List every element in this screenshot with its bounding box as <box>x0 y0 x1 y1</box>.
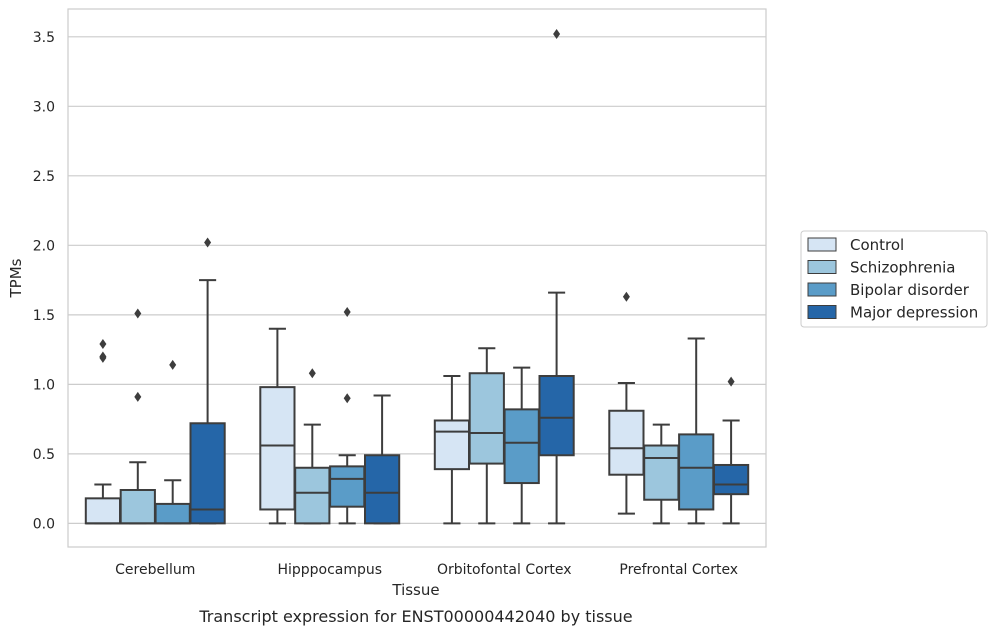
y-tick-label: 0.0 <box>33 516 55 532</box>
outlier-point <box>622 291 630 302</box>
legend-label: Major depression <box>850 304 978 322</box>
legend-swatch <box>807 260 837 274</box>
grid-lines <box>68 36 766 524</box>
box-schizophrenia <box>643 423 680 525</box>
y-tick-label: 1.5 <box>33 308 55 324</box>
box-bipolar-disorder <box>329 307 366 525</box>
box-major-depression <box>712 376 750 525</box>
legend-swatch <box>807 237 837 252</box>
box-iqr <box>433 419 471 471</box>
box-plots <box>84 29 750 525</box>
outlier-point <box>553 29 561 40</box>
y-tick-label: 1.0 <box>33 377 55 393</box>
outlier-point <box>99 339 107 350</box>
legend-swatch <box>807 305 837 319</box>
x-tick-label: Orbitofontal Cortex <box>437 562 572 578</box>
box-bipolar-disorder <box>678 337 715 525</box>
box-iqr <box>329 465 366 508</box>
box-iqr <box>643 444 680 501</box>
box-major-depression <box>189 237 226 525</box>
y-tick-label: 0.5 <box>33 447 55 463</box>
y-axis-label: TPMs <box>7 258 25 298</box>
outlier-point <box>308 368 316 379</box>
outlier-point <box>204 237 212 248</box>
y-tick-label: 3.0 <box>33 99 55 115</box>
y-tick-label: 3.5 <box>33 30 55 46</box>
y-tick-label: 2.0 <box>33 238 55 254</box>
box-bipolar-disorder <box>154 359 191 525</box>
box-iqr <box>154 502 191 525</box>
box-control <box>433 375 471 525</box>
box-control <box>84 339 122 525</box>
box-iqr <box>363 454 401 525</box>
outlier-point <box>727 376 735 387</box>
box-iqr <box>189 422 226 525</box>
y-tick-label: 2.5 <box>33 169 55 185</box>
box-iqr <box>294 466 331 525</box>
box-bipolar-disorder <box>503 366 540 525</box>
box-iqr <box>608 409 645 476</box>
box-control <box>608 291 645 515</box>
outlier-point <box>343 393 351 404</box>
box-iqr <box>503 408 540 485</box>
outlier-point <box>343 307 351 318</box>
box-control <box>259 327 296 525</box>
box-iqr <box>119 489 156 525</box>
chart-caption: Transcript expression for ENST0000044204… <box>198 607 632 626</box>
y-tick-labels: 0.0 0.5 1.0 1.5 2.0 2.5 3.0 3.5 <box>33 30 55 533</box>
box-major-depression <box>363 394 401 525</box>
outlier-point <box>134 391 142 402</box>
legend-label: Schizophrenia <box>850 259 955 277</box>
legend-swatch <box>807 282 837 297</box>
box-iqr <box>538 375 575 457</box>
outlier-point <box>134 308 142 319</box>
x-tick-labels: Cerebellum Hipppocampus Orbitofontal Corte… <box>115 562 738 578</box>
box-iqr <box>712 463 750 496</box>
box-iqr <box>468 372 505 465</box>
box-schizophrenia <box>119 308 156 525</box>
x-tick-label: Prefrontal Cortex <box>619 562 738 578</box>
outlier-point <box>99 351 107 362</box>
box-schizophrenia <box>468 347 505 525</box>
legend-frame <box>800 230 988 328</box>
box-iqr <box>259 386 296 511</box>
box-iqr <box>84 497 122 525</box>
box-schizophrenia <box>294 368 331 525</box>
box-iqr <box>678 433 715 511</box>
x-tick-label: Hipppocampus <box>277 562 382 578</box>
legend: Control Schizophrenia Bipolar disorder Majo… <box>800 230 988 328</box>
box-major-depression <box>538 29 575 525</box>
x-axis-label: Tissue <box>391 581 439 599</box>
outlier-point <box>169 359 177 370</box>
legend-label: Bipolar disorder <box>850 281 970 299</box>
legend-label: Control <box>850 236 904 254</box>
x-tick-label: Cerebellum <box>115 562 195 578</box>
plot-area-frame <box>67 8 767 548</box>
